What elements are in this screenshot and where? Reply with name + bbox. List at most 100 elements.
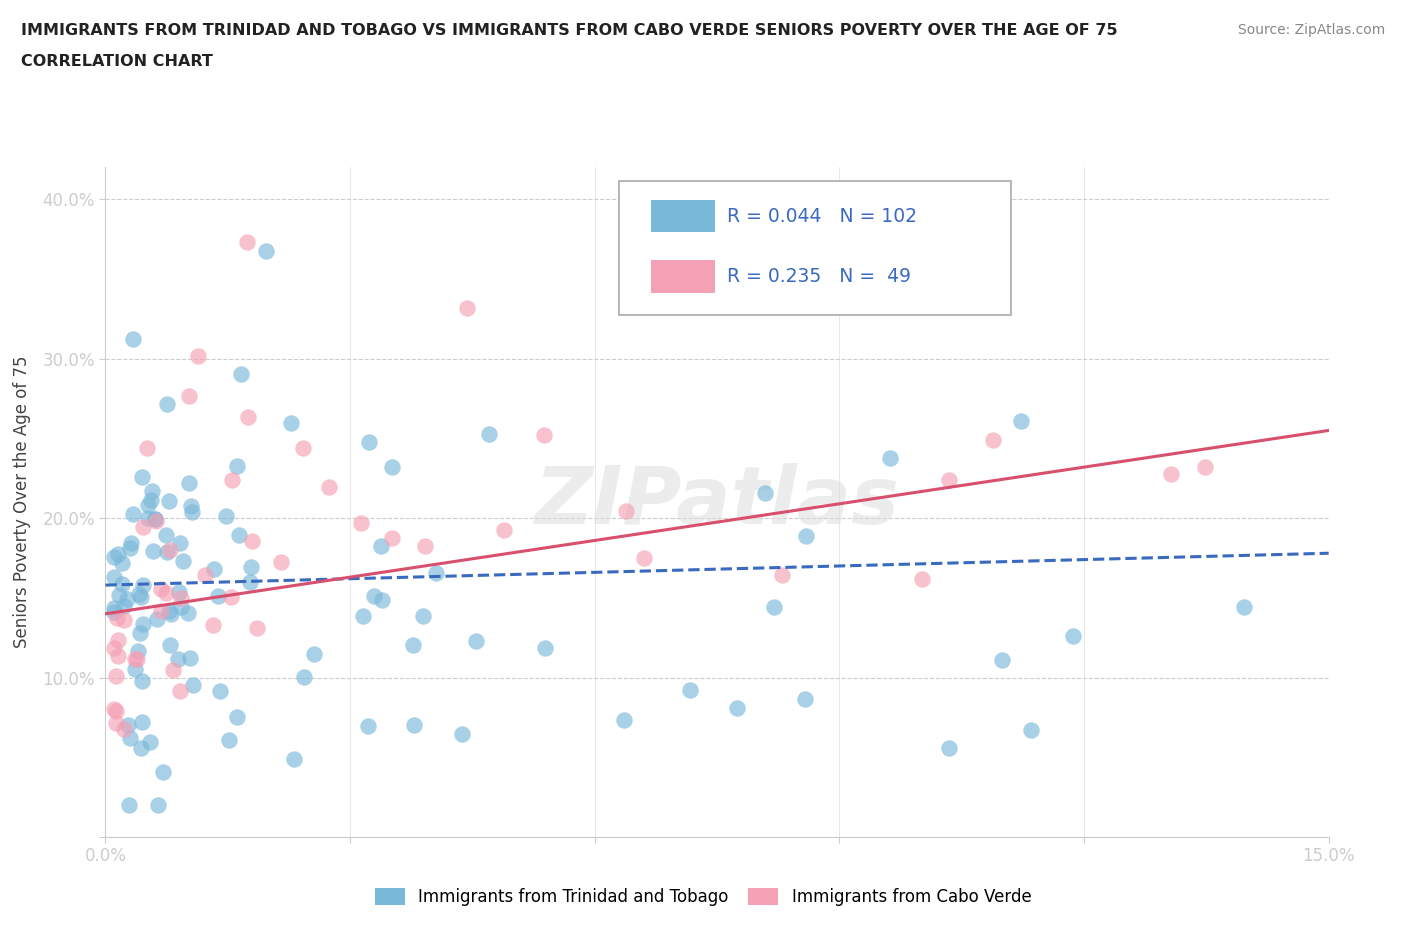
Point xyxy=(127,652,149,667)
Point xyxy=(381,459,404,474)
Point xyxy=(143,512,166,526)
Point xyxy=(160,606,183,621)
Point xyxy=(256,244,278,259)
Point xyxy=(381,530,404,545)
Point xyxy=(139,492,162,507)
Point xyxy=(118,730,141,745)
Point xyxy=(104,716,127,731)
Point xyxy=(155,585,177,600)
Point xyxy=(138,511,160,525)
Point xyxy=(352,609,374,624)
Point xyxy=(107,632,129,647)
Point xyxy=(938,740,960,755)
Point xyxy=(292,670,315,684)
Point xyxy=(177,475,200,490)
Point xyxy=(219,590,242,604)
Point xyxy=(169,535,191,550)
Point xyxy=(131,673,153,688)
Point xyxy=(112,599,135,614)
Point xyxy=(145,513,167,528)
Point xyxy=(111,555,134,570)
FancyBboxPatch shape xyxy=(651,260,714,293)
Point xyxy=(402,718,425,733)
Point xyxy=(166,652,188,667)
Point xyxy=(177,605,200,620)
Point xyxy=(131,715,153,730)
Point xyxy=(456,301,478,316)
Point xyxy=(132,578,155,592)
Point xyxy=(218,733,240,748)
Point xyxy=(139,735,162,750)
Point xyxy=(1062,629,1084,644)
Text: Source: ZipAtlas.com: Source: ZipAtlas.com xyxy=(1237,23,1385,37)
Point xyxy=(302,647,325,662)
Point xyxy=(150,604,173,618)
Point xyxy=(350,515,373,530)
Point xyxy=(157,604,180,618)
Point xyxy=(240,534,263,549)
Point xyxy=(124,662,146,677)
Point xyxy=(215,509,238,524)
Point xyxy=(1233,600,1256,615)
Point xyxy=(159,543,181,558)
Point xyxy=(464,633,486,648)
Point xyxy=(146,612,169,627)
Point xyxy=(179,650,201,665)
Point xyxy=(169,684,191,698)
Point xyxy=(181,678,204,693)
Point xyxy=(770,568,793,583)
Point xyxy=(413,538,436,553)
Point xyxy=(270,554,292,569)
Point xyxy=(938,472,960,487)
Point xyxy=(170,600,193,615)
Point xyxy=(128,587,150,602)
Point xyxy=(179,388,201,403)
Point xyxy=(402,638,425,653)
Point xyxy=(159,638,181,653)
Point xyxy=(187,349,209,364)
Point xyxy=(236,409,259,424)
FancyBboxPatch shape xyxy=(651,200,714,232)
Point xyxy=(146,798,169,813)
Point xyxy=(105,610,128,625)
Point xyxy=(280,416,302,431)
Point xyxy=(117,717,139,732)
Point xyxy=(425,565,447,580)
Point xyxy=(103,550,125,565)
Point xyxy=(103,570,125,585)
Point xyxy=(318,480,340,495)
Point xyxy=(221,472,243,487)
Point xyxy=(534,641,557,656)
Point xyxy=(167,585,190,600)
Point xyxy=(131,617,153,631)
Point xyxy=(202,618,225,632)
Point xyxy=(363,589,385,604)
Point xyxy=(371,592,394,607)
Point xyxy=(152,765,174,780)
Point xyxy=(124,651,146,666)
Text: CORRELATION CHART: CORRELATION CHART xyxy=(21,54,212,69)
Point xyxy=(162,662,184,677)
Point xyxy=(228,527,250,542)
Point xyxy=(120,541,142,556)
Point xyxy=(135,441,157,456)
Point xyxy=(111,577,134,591)
Point xyxy=(156,545,179,560)
Point xyxy=(107,588,129,603)
Point xyxy=(112,722,135,737)
Point xyxy=(1194,460,1216,475)
Point xyxy=(370,538,392,553)
Point xyxy=(614,503,637,518)
Point xyxy=(121,507,143,522)
Point xyxy=(107,648,129,663)
Point xyxy=(180,498,202,513)
Point xyxy=(120,536,142,551)
Point xyxy=(240,560,263,575)
Point xyxy=(127,644,149,658)
Text: R = 0.044   N = 102: R = 0.044 N = 102 xyxy=(727,206,917,226)
Point xyxy=(131,470,153,485)
Point xyxy=(412,609,434,624)
Point xyxy=(725,701,748,716)
Point xyxy=(129,625,152,640)
Point xyxy=(613,712,636,727)
